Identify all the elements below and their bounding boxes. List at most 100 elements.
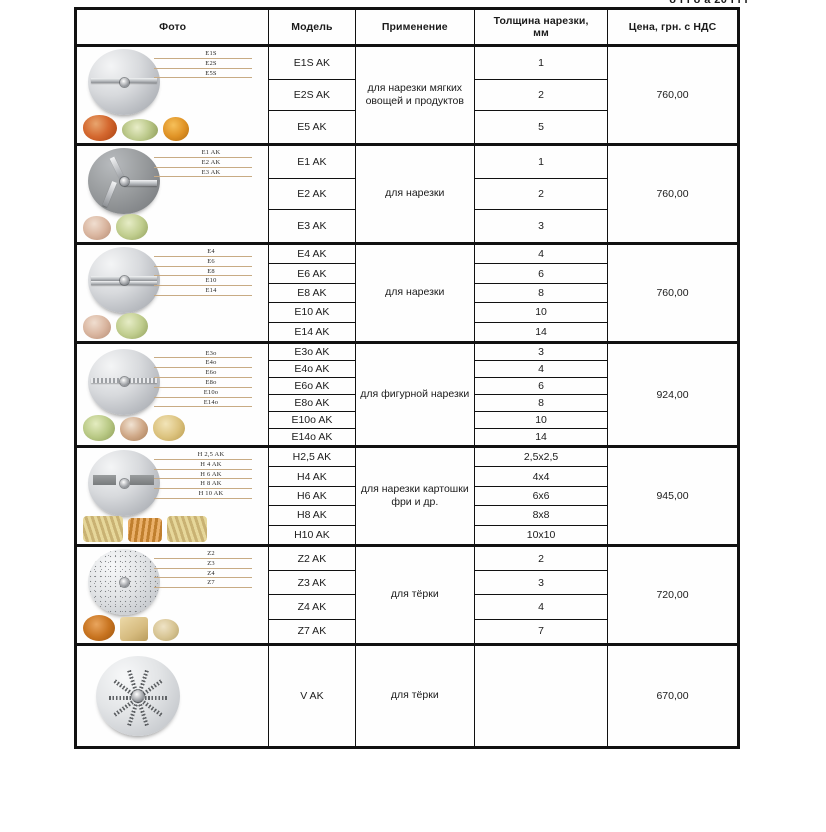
photo-callout: E6o — [154, 369, 252, 378]
food-sample-grated-cheese — [153, 619, 179, 641]
table-row: E2 AK 2 — [76, 177, 739, 211]
price-value: 760,00 — [607, 44, 739, 145]
food-sample-crinkle-potato — [120, 416, 148, 441]
thickness-label-line2: мм — [533, 27, 549, 39]
thickness-value: 4 — [474, 594, 609, 620]
photo-callout: H 4 AK — [154, 461, 252, 470]
photo-callout: H 10 AK — [154, 490, 252, 500]
disc-image-area: E1 AK E2 AK E3 AK — [80, 148, 256, 214]
thickness-value: 2 — [474, 78, 609, 112]
photo-callout: E8 — [154, 268, 252, 277]
table-row: E14o AK 14 — [76, 428, 739, 447]
disc-image-area: E1S E2S E5S — [80, 49, 256, 115]
application-text: для нарезки картошки фри и др. — [354, 445, 476, 546]
food-sample-potato-slices — [83, 216, 111, 240]
model-name: E1S AK — [268, 44, 356, 80]
photo-callout: E6 — [154, 258, 252, 267]
model-name: H10 AK — [268, 524, 356, 546]
thickness-label-line1: Толщина нарезки, — [493, 14, 589, 27]
thickness-value: 5 — [474, 110, 609, 145]
thickness-value: 3 — [474, 209, 609, 244]
product-photo-cell: H 2,5 AK H 4 AK H 6 AK H 8 AK H 10 AK — [74, 445, 270, 546]
table-row: H8 AK 8x8 — [76, 505, 739, 526]
model-name: E8 AK — [268, 282, 356, 304]
thickness-value: 8 — [474, 282, 609, 304]
disc-image-area — [80, 648, 256, 744]
table-row: V AK для тёрки 670,00 — [74, 643, 739, 748]
thickness-value: 6 — [474, 377, 609, 395]
model-name: E8o AK — [268, 394, 356, 412]
price-value: 760,00 — [607, 242, 739, 343]
food-sample-cheese-block — [120, 617, 148, 641]
cutting-disc-icon — [88, 247, 160, 313]
table-row: Z3 AK 3 — [76, 570, 739, 596]
disc-dicer-block — [129, 475, 154, 485]
model-name: E3 AK — [268, 209, 356, 244]
model-name: E6o AK — [268, 377, 356, 395]
column-header-model: Модель — [268, 8, 356, 46]
thickness-value: 2 — [474, 543, 609, 572]
thickness-value: 3 — [474, 341, 609, 361]
thickness-value: 3 — [474, 570, 609, 596]
table-row: Z2 Z3 Z4 Z7 Z2 AK для тёрки 2 720 — [74, 543, 739, 645]
disc-image-area: Z2 Z3 Z4 Z7 — [80, 549, 256, 615]
grater-vane-group — [96, 656, 180, 736]
model-name: E2S AK — [268, 78, 356, 112]
column-header-price: Цена, грн. с НДС — [607, 8, 739, 46]
table-row: H 2,5 AK H 4 AK H 6 AK H 8 AK H 10 AK — [74, 444, 739, 546]
price-value: 945,00 — [607, 445, 739, 546]
application-text: для тёрки — [354, 643, 476, 748]
thickness-value — [474, 643, 609, 748]
photo-callout: E2 AK — [154, 159, 252, 168]
model-name: Z4 AK — [268, 594, 356, 620]
product-photo-cell: E1 AK E2 AK E3 AK — [74, 143, 270, 244]
thickness-value: 10 — [474, 411, 609, 429]
photo-callout: E8o — [154, 379, 252, 388]
model-name: E4o AK — [268, 360, 356, 378]
food-sample-zucchini-sticks — [83, 516, 123, 542]
pricelist-table-wrapper: Фото Модель Применение Толщина нарезки, … — [74, 7, 740, 749]
photo-callout: Z7 — [154, 580, 252, 589]
food-sample-carrot-sticks — [128, 518, 162, 542]
product-photo-cell: E3o E4o E6o E8o E10o E14o — [74, 341, 270, 447]
table-row: E3o E4o E6o E8o E10o E14o — [74, 341, 739, 447]
thickness-value: 8x8 — [474, 505, 609, 526]
disc-hub — [119, 377, 129, 386]
table-row: H6 AK 6x6 — [76, 485, 739, 507]
disc-hub — [119, 77, 129, 87]
header-row: Фото Модель Применение Толщина нарезки, … — [74, 8, 739, 46]
disc-hub — [119, 478, 129, 488]
application-text: для тёрки — [354, 544, 476, 645]
disc-photo-illustration: E3o E4o E6o E8o E10o E14o — [80, 348, 256, 441]
thickness-value: 4x4 — [474, 466, 609, 487]
photo-callout: Z2 — [154, 550, 252, 559]
price-value: 670,00 — [607, 643, 739, 748]
table-row: E2S AK 2 — [76, 78, 739, 112]
column-header-thickness: Толщина нарезки, мм — [474, 8, 609, 46]
thickness-value: 2,5x2,5 — [474, 444, 609, 468]
disc-photo-illustration: E1S E2S E5S — [80, 49, 256, 141]
column-header-photo: Фото — [74, 8, 270, 46]
table-row: E10 AK 10 — [76, 302, 739, 323]
grater-vane — [138, 696, 168, 700]
table-row: E5 AK 5 — [76, 110, 739, 145]
thickness-value: 8 — [474, 394, 609, 412]
application-text: для нарезки мягких овощей и продуктов — [354, 44, 476, 145]
table-body: E1S E2S E5S E1S AK для нарезки мягких ов… — [74, 44, 739, 748]
food-sample-area — [80, 214, 256, 240]
model-name: E10 AK — [268, 302, 356, 323]
cutting-disc-icon — [88, 148, 160, 214]
model-name: E5 AK — [268, 110, 356, 145]
table-row: E1 AK E2 AK E3 AK E1 AK для нарезки 1 76… — [74, 143, 739, 244]
application-text: для нарезки — [354, 143, 476, 244]
grater-disc-icon — [96, 656, 180, 736]
disc-photo-illustration: E4 E6 E8 E10 E14 — [80, 247, 256, 339]
photo-callout: E3 AK — [154, 169, 252, 178]
food-sample-area — [80, 115, 256, 141]
grater-disc-icon — [88, 549, 160, 615]
product-photo-cell — [74, 643, 270, 748]
column-header-use: Применение — [354, 8, 476, 46]
food-sample-potato-slices — [83, 315, 111, 339]
model-name: E14 AK — [268, 321, 356, 343]
photo-callout: E3o — [154, 350, 252, 359]
